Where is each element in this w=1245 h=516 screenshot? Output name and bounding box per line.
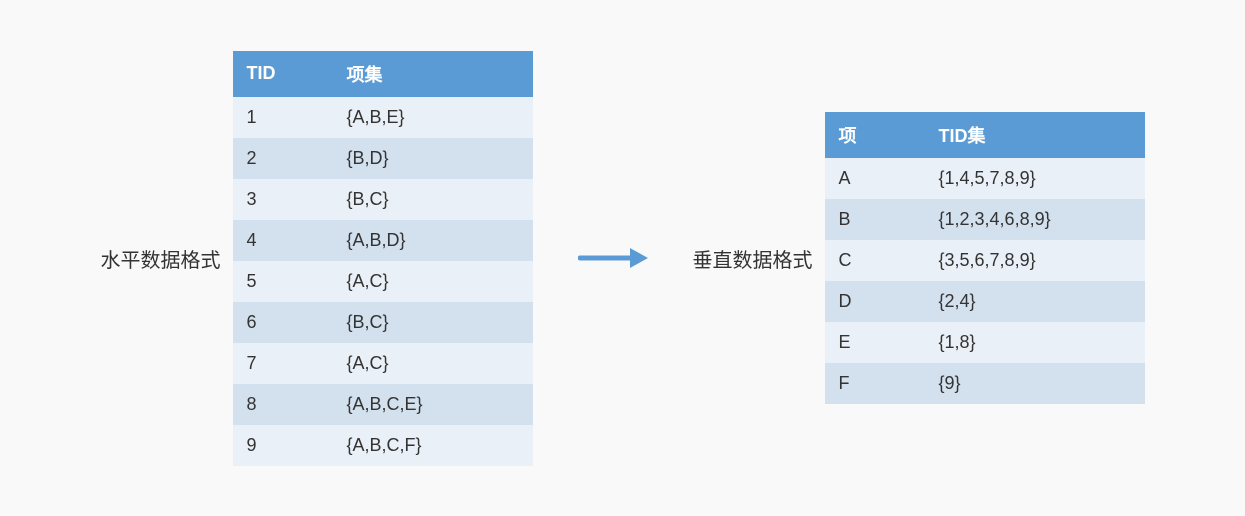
- cell-item: E: [825, 322, 925, 363]
- table-row: D{2,4}: [825, 281, 1145, 322]
- table-row: 1{A,B,E}: [233, 97, 533, 138]
- cell-itemset: {B,C}: [333, 179, 533, 220]
- cell-itemset: {A,C}: [333, 343, 533, 384]
- table-row: 7{A,C}: [233, 343, 533, 384]
- header-itemset: 项集: [333, 51, 533, 97]
- cell-tidset: {2,4}: [925, 281, 1145, 322]
- table-row: B{1,2,3,4,6,8,9}: [825, 199, 1145, 240]
- cell-tidset: {1,2,3,4,6,8,9}: [925, 199, 1145, 240]
- diagram-container: 水平数据格式 TID 项集 1{A,B,E} 2{B,D} 3{B,C} 4{A…: [0, 0, 1245, 516]
- table-row: 5{A,C}: [233, 261, 533, 302]
- table-row: 9{A,B,C,F}: [233, 425, 533, 466]
- header-item: 项: [825, 112, 925, 158]
- right-section: 垂直数据格式 项 TID集 A{1,4,5,7,8,9} B{1,2,3,4,6…: [693, 112, 1145, 404]
- cell-item: D: [825, 281, 925, 322]
- cell-itemset: {B,D}: [333, 138, 533, 179]
- cell-tidset: {1,4,5,7,8,9}: [925, 158, 1145, 199]
- cell-item: C: [825, 240, 925, 281]
- table-header-row: 项 TID集: [825, 112, 1145, 158]
- table-row: C{3,5,6,7,8,9}: [825, 240, 1145, 281]
- cell-item: A: [825, 158, 925, 199]
- left-section: 水平数据格式 TID 项集 1{A,B,E} 2{B,D} 3{B,C} 4{A…: [101, 51, 533, 466]
- cell-itemset: {A,B,C,E}: [333, 384, 533, 425]
- cell-tid: 2: [233, 138, 333, 179]
- right-label: 垂直数据格式: [693, 244, 813, 273]
- cell-tidset: {3,5,6,7,8,9}: [925, 240, 1145, 281]
- table-header-row: TID 项集: [233, 51, 533, 97]
- header-tidset: TID集: [925, 112, 1145, 158]
- cell-itemset: {A,B,C,F}: [333, 425, 533, 466]
- cell-tid: 6: [233, 302, 333, 343]
- table-row: 4{A,B,D}: [233, 220, 533, 261]
- table-row: F{9}: [825, 363, 1145, 404]
- left-label: 水平数据格式: [101, 244, 221, 273]
- cell-tid: 3: [233, 179, 333, 220]
- cell-tid: 7: [233, 343, 333, 384]
- table-row: 8{A,B,C,E}: [233, 384, 533, 425]
- cell-tid: 5: [233, 261, 333, 302]
- cell-item: F: [825, 363, 925, 404]
- cell-itemset: {A,B,E}: [333, 97, 533, 138]
- cell-tid: 1: [233, 97, 333, 138]
- table-row: E{1,8}: [825, 322, 1145, 363]
- cell-tid: 9: [233, 425, 333, 466]
- header-tid: TID: [233, 51, 333, 97]
- table-row: A{1,4,5,7,8,9}: [825, 158, 1145, 199]
- vertical-table: 项 TID集 A{1,4,5,7,8,9} B{1,2,3,4,6,8,9} C…: [825, 112, 1145, 404]
- cell-tidset: {1,8}: [925, 322, 1145, 363]
- cell-itemset: {B,C}: [333, 302, 533, 343]
- cell-tidset: {9}: [925, 363, 1145, 404]
- table-row: 2{B,D}: [233, 138, 533, 179]
- left-table-body: 1{A,B,E} 2{B,D} 3{B,C} 4{A,B,D} 5{A,C} 6…: [233, 97, 533, 466]
- cell-item: B: [825, 199, 925, 240]
- cell-tid: 4: [233, 220, 333, 261]
- right-table-body: A{1,4,5,7,8,9} B{1,2,3,4,6,8,9} C{3,5,6,…: [825, 158, 1145, 404]
- cell-itemset: {A,C}: [333, 261, 533, 302]
- arrow-svg: [578, 246, 648, 270]
- cell-tid: 8: [233, 384, 333, 425]
- arrow-icon: [578, 246, 648, 270]
- table-row: 6{B,C}: [233, 302, 533, 343]
- horizontal-table: TID 项集 1{A,B,E} 2{B,D} 3{B,C} 4{A,B,D} 5…: [233, 51, 533, 466]
- table-row: 3{B,C}: [233, 179, 533, 220]
- cell-itemset: {A,B,D}: [333, 220, 533, 261]
